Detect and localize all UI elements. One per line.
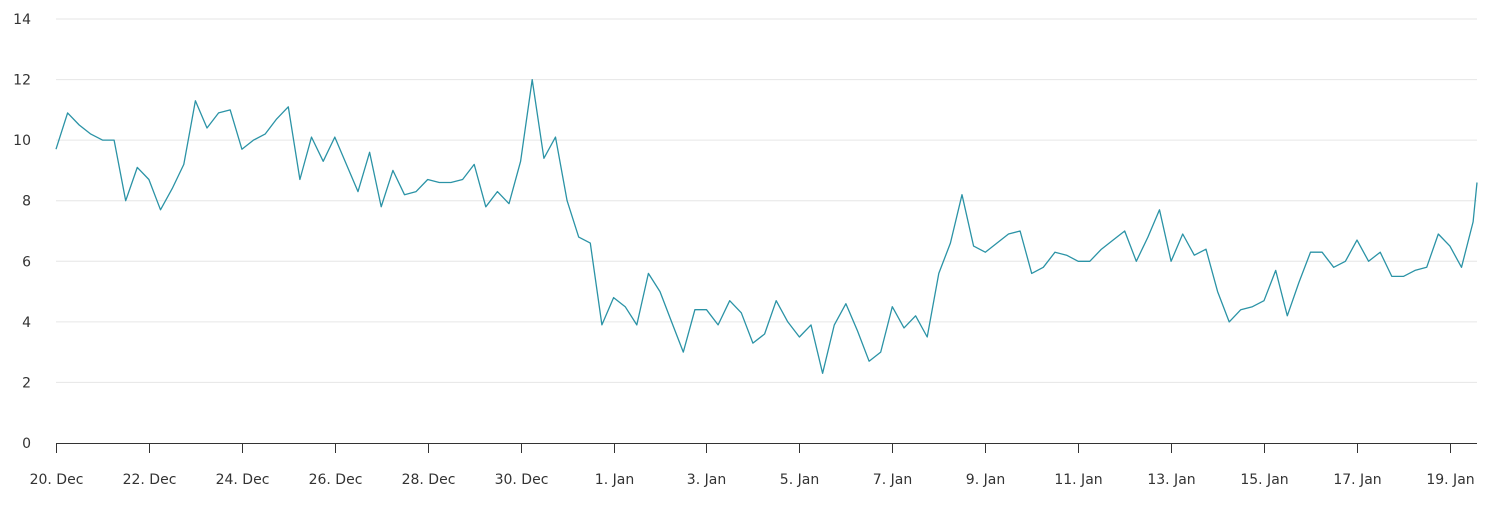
y-tick-label: 2 <box>22 375 31 391</box>
y-tick-label: 10 <box>13 133 31 149</box>
series-line <box>55 78 1478 374</box>
x-tick-label: 30. Dec <box>495 472 549 488</box>
x-tick-label: 20. Dec <box>30 472 84 488</box>
x-tick-label: 24. Dec <box>216 472 270 488</box>
x-tick-label: 9. Jan <box>966 472 1005 488</box>
y-tick-label: 0 <box>22 436 31 452</box>
y-tick-label: 8 <box>22 194 31 210</box>
x-tick-label: 19. Jan <box>1426 472 1474 488</box>
series-group <box>55 78 1478 374</box>
y-tick-label: 4 <box>22 315 31 331</box>
y-axis: 0 2 4 6 8 10 12 14 <box>13 12 31 452</box>
y-tick-label: 12 <box>13 73 31 89</box>
x-axis: 20. Dec 22. Dec 24. Dec 26. Dec 28. Dec 30. D… <box>30 443 1477 488</box>
gridlines <box>56 18 1477 383</box>
x-tick-label: 28. Dec <box>402 472 456 488</box>
x-tick-label: 17. Jan <box>1333 472 1381 488</box>
x-tick-label: 5. Jan <box>780 472 819 488</box>
x-tick-label: 26. Dec <box>309 472 363 488</box>
x-tick-label: 3. Jan <box>687 472 726 488</box>
x-tick-label: 7. Jan <box>873 472 912 488</box>
x-tick-label: 11. Jan <box>1054 472 1102 488</box>
y-tick-label: 14 <box>13 12 31 28</box>
y-tick-label: 6 <box>22 254 31 270</box>
x-tick-label: 13. Jan <box>1147 472 1195 488</box>
x-tick-label: 22. Dec <box>123 472 177 488</box>
x-tick-label: 15. Jan <box>1240 472 1288 488</box>
x-tick-label: 1. Jan <box>595 472 634 488</box>
